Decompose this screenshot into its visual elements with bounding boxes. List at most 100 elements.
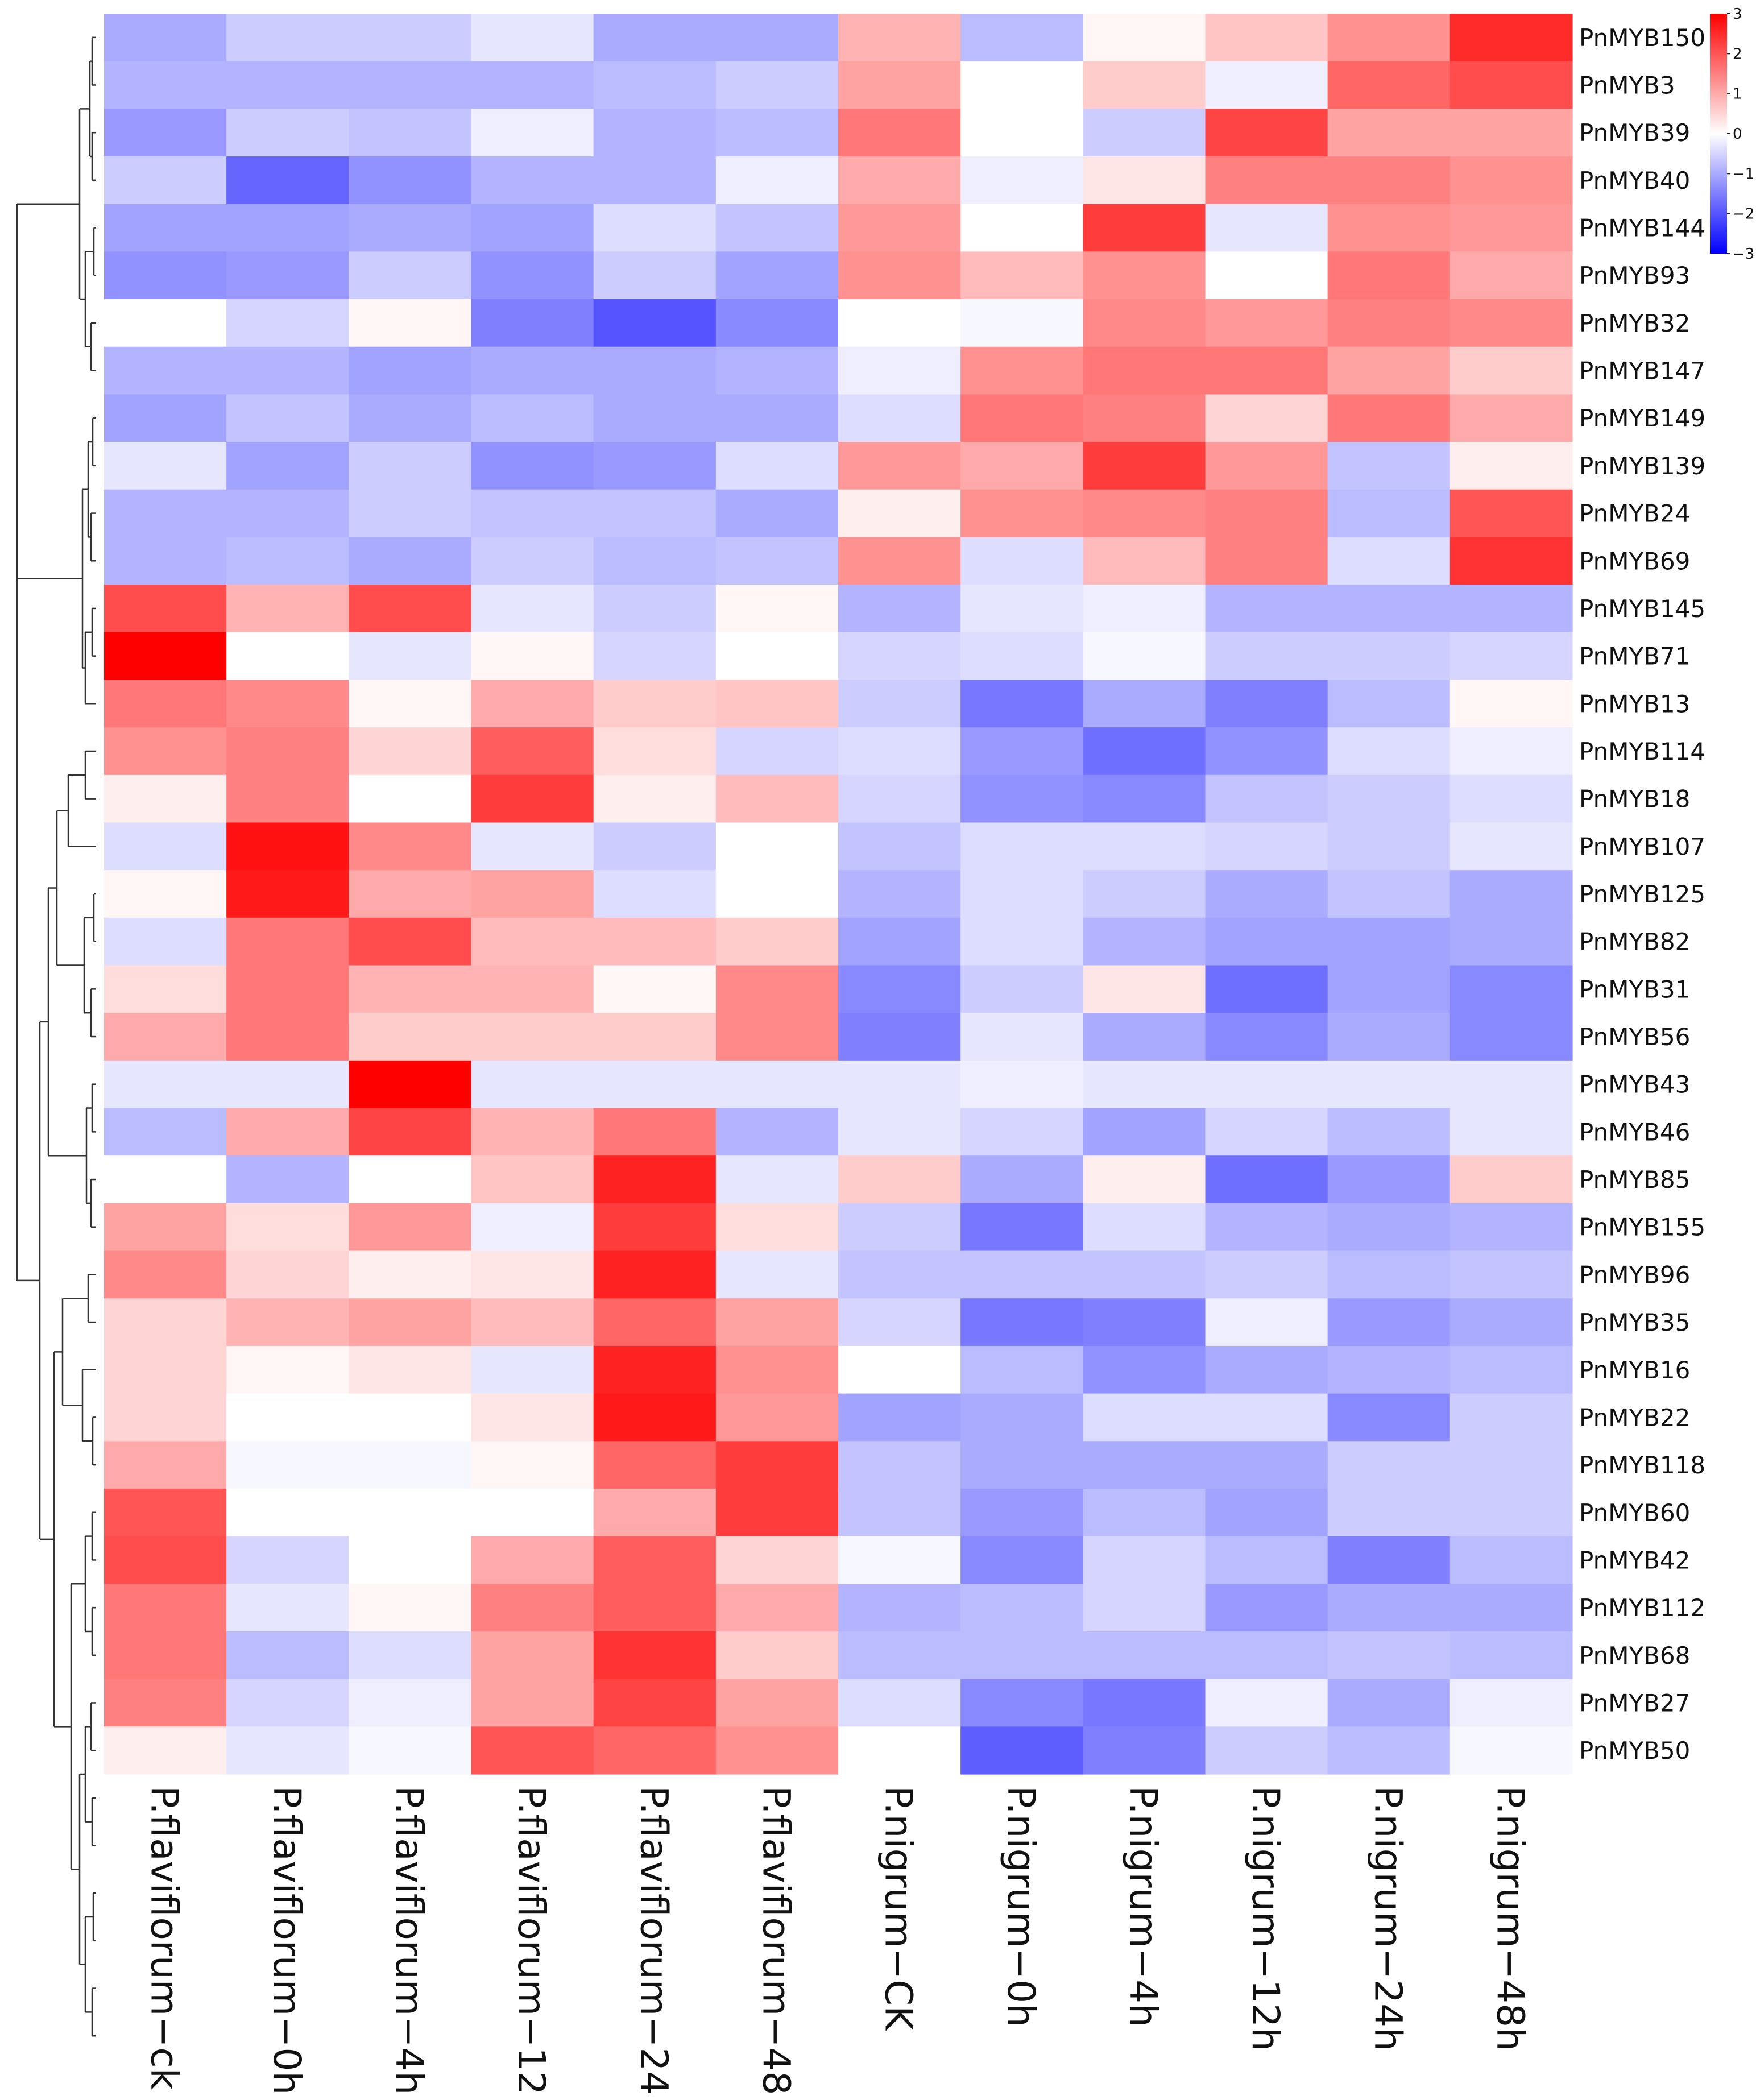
heatmap-cell [715, 109, 839, 157]
row-label: PnMYB93 [1579, 262, 1690, 289]
heatmap-cell [593, 1584, 717, 1632]
heatmap-cell [1327, 156, 1451, 205]
heatmap-cell [1083, 14, 1206, 62]
heatmap-cell [226, 156, 349, 205]
heatmap-cell [1449, 1631, 1573, 1680]
heatmap-cell [349, 1441, 472, 1489]
legend-tick-label: 0 [1733, 126, 1742, 143]
heatmap-cell [960, 61, 1083, 109]
heatmap-cell [1083, 109, 1206, 157]
heatmap-cell [960, 1060, 1083, 1109]
heatmap-cell [1205, 1631, 1328, 1680]
heatmap-cell [1327, 251, 1451, 300]
heatmap-cell [960, 489, 1083, 538]
heatmap-cell [1449, 1250, 1573, 1299]
heatmap-cell [593, 680, 717, 728]
heatmap-cell [226, 917, 349, 966]
column-label: P.flaviflorum−ck [143, 1786, 187, 2090]
heatmap-cell [1205, 537, 1328, 585]
heatmap-cell [1205, 1345, 1328, 1394]
heatmap-cell [349, 1584, 472, 1632]
heatmap-cell [715, 1060, 839, 1109]
heatmap-cell [1205, 917, 1328, 966]
heatmap-cell [104, 965, 227, 1013]
heatmap-cell [1083, 1726, 1206, 1775]
heatmap-cell [104, 251, 227, 300]
heatmap-cell [471, 1631, 594, 1680]
heatmap-cell [349, 251, 472, 300]
heatmap-cell [715, 1345, 839, 1394]
heatmap-cell [1327, 394, 1451, 442]
heatmap-cell [1327, 1013, 1451, 1061]
row-label: PnMYB18 [1579, 785, 1690, 813]
heatmap-cell [715, 61, 839, 109]
heatmap-cell [1205, 1393, 1328, 1442]
heatmap-cell [226, 727, 349, 776]
heatmap-cell [715, 1536, 839, 1584]
heatmap-cell [104, 1298, 227, 1347]
heatmap-cell [715, 1298, 839, 1347]
heatmap-cell [1449, 585, 1573, 633]
row-label: PnMYB150 [1579, 24, 1705, 52]
heatmap-cell [349, 109, 472, 157]
heatmap-cell [1205, 251, 1328, 300]
legend-tick-label: 2 [1733, 45, 1742, 63]
heatmap-cell [104, 774, 227, 823]
heatmap-cell [349, 1060, 472, 1109]
heatmap-cell [593, 1679, 717, 1727]
heatmap-cell [715, 346, 839, 395]
heatmap-cell [838, 204, 961, 252]
heatmap-cell [226, 109, 349, 157]
heatmap-cell [349, 1155, 472, 1204]
heatmap-cell [715, 1155, 839, 1204]
heatmap-cell [1205, 585, 1328, 633]
heatmap-cell [715, 394, 839, 442]
heatmap-cell [960, 1108, 1083, 1156]
heatmap-cell [1205, 1013, 1328, 1061]
row-label: PnMYB42 [1579, 1546, 1690, 1574]
heatmap-cell [593, 1108, 717, 1156]
heatmap-cell [349, 1298, 472, 1347]
heatmap-cell [349, 204, 472, 252]
heatmap-cell [226, 1584, 349, 1632]
heatmap-cell [838, 965, 961, 1013]
heatmap-cell [471, 1155, 594, 1204]
heatmap-cell [1449, 1679, 1573, 1727]
heatmap-cell [715, 727, 839, 776]
heatmap-cell [715, 632, 839, 681]
row-label: PnMYB71 [1579, 643, 1690, 670]
heatmap-cell [960, 632, 1083, 681]
row-label: PnMYB107 [1579, 832, 1705, 860]
heatmap-cell [226, 870, 349, 918]
heatmap-cell [1327, 1298, 1451, 1347]
heatmap-cell [838, 346, 961, 395]
heatmap-cell [471, 1441, 594, 1489]
heatmap-cell [960, 727, 1083, 776]
heatmap-cell [226, 1013, 349, 1061]
heatmap-cell [349, 1013, 472, 1061]
heatmap-cell [960, 1155, 1083, 1204]
heatmap-cell [960, 680, 1083, 728]
heatmap-cell [1205, 1488, 1328, 1537]
heatmap-cell [226, 1488, 349, 1537]
heatmap-cell [1083, 489, 1206, 538]
heatmap-cell [1449, 870, 1573, 918]
heatmap-cell [1449, 251, 1573, 300]
heatmap-cell [1449, 917, 1573, 966]
heatmap-cell [104, 1345, 227, 1394]
heatmap-cell [349, 1345, 472, 1394]
row-label: PnMYB31 [1579, 975, 1690, 1003]
heatmap-cell [349, 727, 472, 776]
heatmap-cell [838, 14, 961, 62]
heatmap-cell [1083, 680, 1206, 728]
heatmap-cell [960, 1013, 1083, 1061]
heatmap-cell [838, 870, 961, 918]
heatmap-cell [1327, 822, 1451, 871]
heatmap-cell [1449, 822, 1573, 871]
heatmap-cell [226, 1726, 349, 1775]
heatmap-cell [960, 1250, 1083, 1299]
row-label: PnMYB96 [1579, 1261, 1690, 1289]
column-label: P.nigrum−48h [1488, 1786, 1532, 2051]
heatmap-cell [349, 1203, 472, 1252]
